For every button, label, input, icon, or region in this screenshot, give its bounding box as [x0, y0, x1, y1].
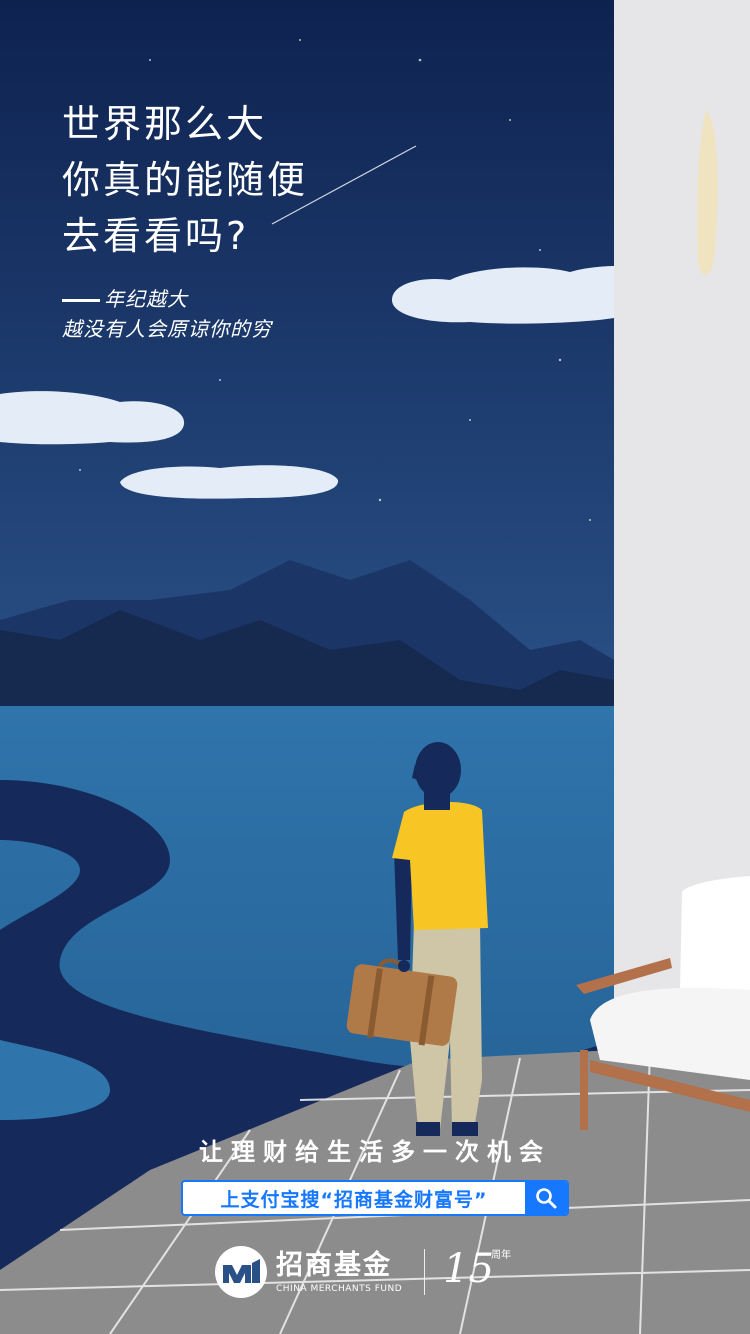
person-arm — [394, 850, 412, 960]
cloud-middle — [120, 465, 339, 499]
brand-name-en: CHINA MERCHANTS FUND — [276, 1283, 403, 1294]
subtitle-line-1: 年纪越大 — [104, 287, 188, 311]
headline-line-1: 世界那么大 — [62, 102, 268, 146]
headline-line-2: 你真的能随便 — [62, 158, 309, 202]
subtitle: 年纪越大 越没有人会原谅你的穷 — [62, 284, 272, 344]
dash-mark — [62, 299, 100, 302]
person-head — [415, 742, 461, 798]
cloud-left — [0, 391, 185, 445]
slogan: 让理财给生活多一次机会 — [199, 1138, 551, 1166]
mountains-front — [0, 610, 614, 712]
cmf-logo-icon — [215, 1246, 267, 1298]
person-shirt — [392, 801, 488, 930]
wall-light-streak — [697, 110, 718, 275]
subtitle-line-2: 越没有人会原谅你的穷 — [62, 317, 272, 341]
brand-divider — [424, 1249, 426, 1295]
stars — [79, 39, 591, 521]
cloud-right — [392, 266, 614, 324]
shore-lower-left — [0, 1040, 110, 1120]
headline-line-3: 去看看吗? — [62, 214, 250, 258]
search-button[interactable] — [525, 1182, 567, 1214]
anniversary-number: 15 — [443, 1246, 495, 1292]
search-icon — [536, 1188, 557, 1209]
armchair — [576, 876, 750, 1130]
suitcase — [346, 958, 458, 1046]
headline: 世界那么大 你真的能随便 去看看吗? — [62, 96, 308, 264]
search-bar[interactable]: 上支付宝搜“招商基金财富号” — [181, 1180, 569, 1216]
anniversary-badge: 15 周年 — [443, 1244, 523, 1300]
brand-name-cn: 招商基金 — [276, 1249, 392, 1281]
anniversary-label: 周年 — [491, 1250, 512, 1261]
brand-footer: 招商基金 CHINA MERCHANTS FUND 15 周年 — [214, 1244, 523, 1300]
search-bar-text: 上支付宝搜“招商基金财富号” — [220, 1188, 488, 1211]
shooting-star — [271, 145, 417, 225]
